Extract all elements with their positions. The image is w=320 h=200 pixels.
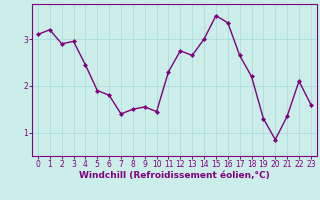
X-axis label: Windchill (Refroidissement éolien,°C): Windchill (Refroidissement éolien,°C) bbox=[79, 171, 270, 180]
